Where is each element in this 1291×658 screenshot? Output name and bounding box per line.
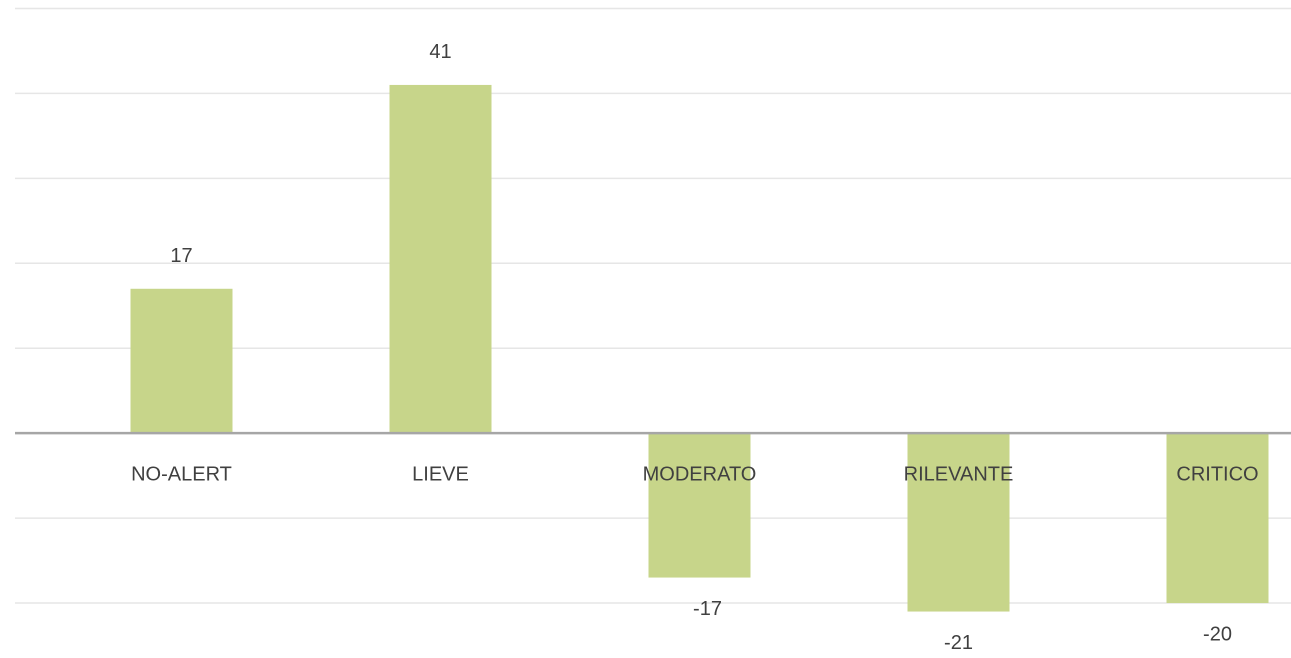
bar xyxy=(390,85,492,433)
bar xyxy=(131,289,233,433)
bar xyxy=(908,433,1010,611)
bar xyxy=(1167,433,1269,603)
value-label: -17 xyxy=(693,598,722,620)
x-tick-label: MODERATO xyxy=(643,463,757,485)
chart: 17 41 -17 -21 -20 NO-ALERT LIEVE MODERATO RILEVA… xyxy=(0,0,1291,658)
value-label: -20 xyxy=(1203,623,1232,645)
x-tick-label: NO-ALERT xyxy=(131,463,232,485)
x-tick-label: RILEVANTE xyxy=(904,463,1014,485)
x-tick-label: LIEVE xyxy=(412,463,469,485)
value-label: 41 xyxy=(429,41,451,63)
value-label: 17 xyxy=(170,245,192,267)
x-tick-label: CRITICO xyxy=(1176,463,1258,485)
value-label: -21 xyxy=(944,632,973,654)
bar xyxy=(649,433,751,577)
